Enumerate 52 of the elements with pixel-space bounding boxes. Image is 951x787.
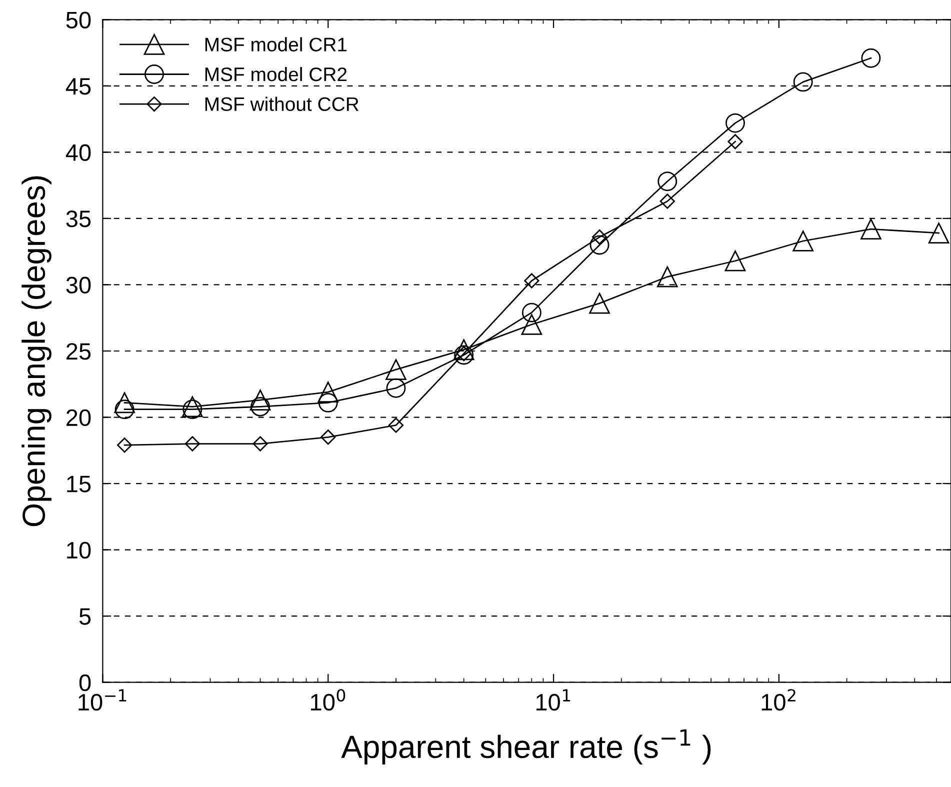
point <box>860 218 882 240</box>
y-tick-label: 15 <box>67 476 91 492</box>
point <box>793 72 813 92</box>
point <box>388 418 404 433</box>
point <box>521 314 542 335</box>
legend-label: MSF model CR1 <box>205 37 347 52</box>
point <box>590 235 610 255</box>
x-axis-title: Apparent shear rate (s$^{−1}$ ) <box>341 729 711 764</box>
y-tick-label: 0 <box>79 674 91 692</box>
y-tick-label: 5 <box>79 608 91 625</box>
y-tick-label: 30 <box>66 276 91 294</box>
x-tick-label: 10$^{0}$ <box>311 689 346 711</box>
point <box>524 273 540 288</box>
point <box>250 396 270 416</box>
point <box>318 392 338 412</box>
x-tick-label: 10$^{2}$ <box>762 689 796 711</box>
point <box>656 266 678 288</box>
point <box>318 382 339 403</box>
y-tick-label: 45 <box>66 78 91 95</box>
point <box>114 400 134 420</box>
point <box>522 302 542 322</box>
point <box>184 436 200 452</box>
point <box>114 392 135 414</box>
point <box>792 230 814 252</box>
point <box>728 134 743 150</box>
y-tick-label: 35 <box>66 210 91 228</box>
point <box>116 438 132 453</box>
point <box>453 339 474 360</box>
point <box>454 345 474 365</box>
point <box>658 172 678 192</box>
y-axis-title: Opening angle (degrees) <box>22 176 52 526</box>
y-tick-label: 40 <box>66 144 91 161</box>
point <box>250 390 271 410</box>
point <box>724 250 746 272</box>
point <box>182 400 202 420</box>
y-tick-label: 25 <box>66 343 91 360</box>
legend-label: MSF without CCR <box>205 96 358 112</box>
point <box>252 436 268 452</box>
x-tick-label: 10$^{1}$ <box>536 689 570 711</box>
point <box>928 222 950 244</box>
point <box>861 48 881 68</box>
point <box>386 378 406 398</box>
legend-label: MSF model CR2 <box>205 66 347 82</box>
point <box>589 292 610 314</box>
y-tick-label: 50 <box>66 12 91 28</box>
y-tick-label: 20 <box>66 409 91 426</box>
point <box>182 396 203 418</box>
point <box>726 113 745 133</box>
point <box>660 194 675 209</box>
y-tick-label: 10 <box>67 542 91 559</box>
point <box>320 430 336 445</box>
point <box>386 359 406 380</box>
